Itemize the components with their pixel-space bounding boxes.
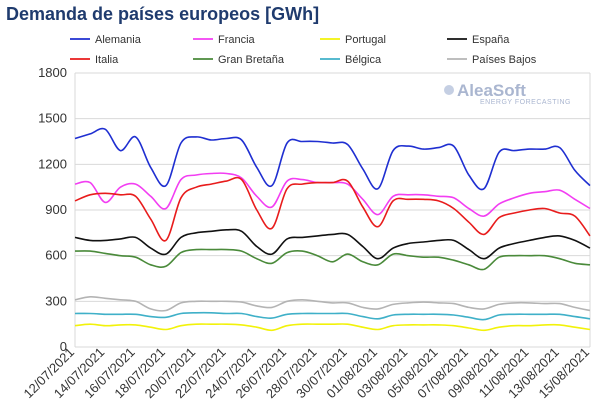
legend-label: Gran Bretaña [218,54,285,66]
legend-label: Italia [95,54,119,66]
series-line-países-bajos [74,295,591,312]
axes: 030060090012001500180012/07/202114/07/20… [20,65,592,401]
legend-label: Alemania [95,34,142,46]
series-line-gran-bretaña [74,248,591,271]
legend-label: Bélgica [345,54,382,66]
series-line-portugal [74,323,591,332]
legend: Alemania Francia Portugal España Italia Gran … [70,34,537,66]
legend-label: Países Bajos [472,54,537,66]
legend-label: Francia [218,34,256,46]
watermark-sub: ENERGY FORECASTING [480,99,571,106]
aleasoft-watermark: AleaSoft ENERGY FORECASTING [444,81,571,106]
watermark-main: AleaSoft [457,81,526,100]
series-line-bélgica [74,311,591,321]
y-tick-label: 600 [45,248,67,263]
legend-label: España [472,34,510,46]
grid [74,72,591,348]
chart-title: Demanda de países europeos [GWh] [6,4,320,24]
series-line-italia [74,176,591,242]
series-group [74,127,591,332]
series-line-españa [74,228,591,260]
y-tick-label: 1500 [38,111,67,126]
series-line-alemania [74,127,591,191]
y-tick-label: 1800 [38,65,67,80]
y-tick-label: 300 [45,293,67,308]
y-tick-label: 1200 [38,156,67,171]
y-tick-label: 900 [45,202,67,217]
y-tick-label: 0 [60,339,67,354]
legend-label: Portugal [345,34,386,46]
